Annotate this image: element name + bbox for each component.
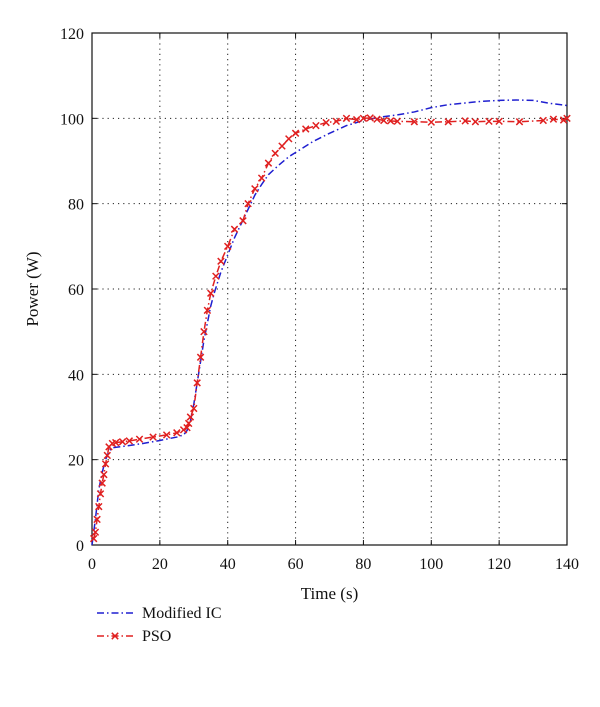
data-point-pso — [359, 114, 368, 123]
data-point-pso — [98, 479, 106, 487]
data-point-pso — [91, 528, 100, 536]
data-point-pso — [278, 142, 286, 150]
data-point-pso — [380, 116, 388, 125]
data-point-pso — [244, 199, 252, 208]
data-point-pso — [103, 451, 111, 460]
data-point-pso — [190, 404, 198, 413]
series-line-modified-ic — [91, 99, 568, 546]
data-point-pso — [101, 460, 110, 468]
x-tick-label: 0 — [88, 556, 96, 573]
data-point-pso — [495, 117, 503, 126]
data-point-pso — [239, 217, 247, 225]
data-point-pso — [207, 289, 215, 297]
data-point-pso — [373, 115, 381, 123]
data-point-pso — [112, 438, 120, 447]
legend-label-modified-ic: Modified IC — [142, 605, 222, 622]
data-point-pso — [410, 118, 419, 126]
data-point-pso — [193, 379, 201, 387]
data-point-pso — [196, 353, 205, 361]
data-point-pso — [471, 118, 480, 126]
data-point-pso — [342, 114, 351, 123]
data-point-pso — [366, 114, 374, 122]
data-point-pso — [271, 149, 279, 158]
y-tick-label: 100 — [60, 111, 84, 128]
y-tick-label: 20 — [68, 453, 84, 470]
data-point-pso — [427, 118, 436, 126]
data-point-pso — [302, 125, 310, 133]
data-point-pso — [186, 413, 195, 421]
data-point-pso — [212, 272, 220, 280]
data-point-pso — [539, 116, 547, 125]
data-point-pso — [332, 117, 341, 126]
data-point-pso — [173, 429, 181, 437]
data-point-pso — [203, 306, 212, 315]
data-point-pso — [485, 117, 493, 126]
data-point-pso — [549, 115, 558, 123]
x-tick-label: 120 — [487, 556, 511, 573]
data-point-pso — [217, 257, 225, 265]
legend: Modified IC PSO — [97, 605, 222, 645]
x-tick-label: 80 — [355, 556, 371, 573]
x-tick-label: 20 — [152, 556, 168, 573]
data-point-pso — [100, 470, 108, 479]
data-point-pso — [118, 438, 127, 446]
data-point-pso — [352, 115, 361, 124]
data-point-pso — [223, 242, 232, 251]
data-point-pso — [183, 423, 191, 432]
data-point-pso — [264, 159, 273, 167]
data-point-pso — [461, 117, 469, 125]
legend-line-sample-pso — [97, 632, 133, 640]
y-axis-title: Power (W) — [23, 251, 42, 326]
y-tick-label: 120 — [60, 26, 84, 43]
data-point-pso — [515, 118, 524, 126]
data-point-pso — [95, 502, 103, 511]
legend-label-pso: PSO — [142, 628, 171, 645]
data-point-pso — [257, 174, 266, 182]
x-axis-title: Time (s) — [301, 584, 358, 603]
data-point-pso — [96, 490, 105, 498]
y-tick-label: 40 — [68, 367, 84, 384]
data-point-pso — [89, 534, 98, 543]
data-point-pso — [93, 515, 101, 524]
y-tick-label: 0 — [76, 538, 84, 555]
x-tick-label: 100 — [419, 556, 443, 573]
legend-marker-x — [111, 632, 119, 640]
x-tick-label: 140 — [555, 556, 579, 573]
grid-lines — [92, 33, 567, 545]
data-point-pso — [135, 435, 144, 443]
legend-item-pso: PSO — [97, 628, 171, 645]
data-point-pso — [251, 185, 259, 193]
data-point-pso — [563, 114, 571, 123]
data-point-pso — [322, 118, 330, 127]
data-point-pso — [162, 431, 171, 439]
y-tick-label: 80 — [68, 197, 84, 214]
y-tick-label: 60 — [68, 282, 84, 299]
data-point-pso — [285, 135, 293, 143]
data-point-pso — [312, 121, 320, 130]
legend-item-modified-ic: Modified IC — [97, 605, 222, 622]
axis-ticks: 0 20 40 60 80 100 120 140 0 20 40 60 80 100 120 — [60, 26, 579, 573]
data-point-pso — [230, 225, 239, 233]
data-point-pso — [200, 327, 208, 336]
data-point-pso — [291, 129, 300, 137]
data-series — [89, 99, 571, 546]
data-point-pso — [393, 117, 402, 126]
data-point-pso — [149, 433, 157, 441]
data-point-pso — [444, 118, 452, 126]
data-point-pso — [386, 117, 395, 125]
data-point-pso — [184, 419, 193, 428]
x-tick-label: 60 — [288, 556, 304, 573]
data-point-pso — [125, 437, 134, 445]
x-tick-label: 40 — [220, 556, 236, 573]
data-point-pso — [179, 426, 188, 434]
